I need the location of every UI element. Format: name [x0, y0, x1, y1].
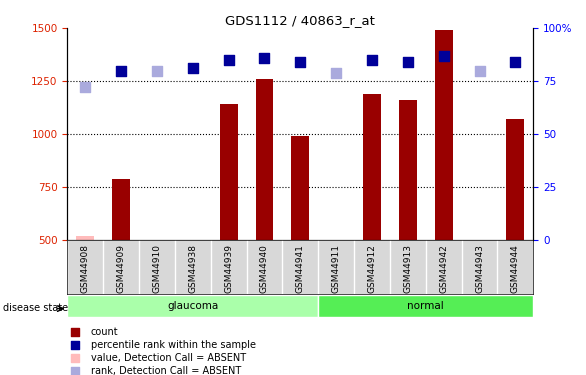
Text: GSM44939: GSM44939 — [224, 244, 233, 293]
Point — [188, 65, 197, 71]
Bar — [506, 119, 524, 240]
Text: disease state: disease state — [3, 303, 68, 313]
Bar — [255, 79, 274, 240]
Bar — [318, 295, 533, 317]
Text: glaucoma: glaucoma — [167, 301, 219, 311]
Point — [260, 55, 269, 61]
Text: percentile rank within the sample: percentile rank within the sample — [91, 340, 255, 350]
Point — [70, 329, 80, 335]
Text: GSM44941: GSM44941 — [296, 244, 305, 293]
Text: rank, Detection Call = ABSENT: rank, Detection Call = ABSENT — [91, 366, 241, 375]
Point — [475, 68, 484, 74]
Point — [81, 84, 90, 90]
Point — [70, 355, 80, 361]
Bar — [363, 94, 381, 240]
Text: GSM44940: GSM44940 — [260, 244, 269, 293]
Text: count: count — [91, 327, 118, 337]
Point — [296, 59, 305, 65]
Text: GSM44911: GSM44911 — [332, 244, 340, 293]
Point — [332, 70, 341, 76]
Point — [117, 68, 126, 74]
Bar — [435, 30, 452, 240]
Point — [403, 59, 413, 65]
Point — [70, 342, 80, 348]
Bar — [67, 295, 318, 317]
Text: normal: normal — [407, 301, 444, 311]
Text: GSM44944: GSM44944 — [511, 244, 520, 293]
Text: GSM44943: GSM44943 — [475, 244, 484, 293]
Text: GSM44913: GSM44913 — [403, 244, 413, 293]
Point — [439, 53, 448, 58]
Bar — [76, 236, 94, 240]
Point — [367, 57, 377, 63]
Point — [70, 368, 80, 374]
Text: GSM44912: GSM44912 — [367, 244, 376, 293]
Text: GSM44938: GSM44938 — [188, 244, 197, 293]
Bar — [399, 100, 417, 240]
Title: GDS1112 / 40863_r_at: GDS1112 / 40863_r_at — [226, 14, 375, 27]
Text: GSM44909: GSM44909 — [117, 244, 125, 293]
Bar — [112, 178, 130, 240]
Point — [152, 68, 162, 74]
Text: GSM44942: GSM44942 — [439, 244, 448, 293]
Text: GSM44910: GSM44910 — [152, 244, 162, 293]
Point — [510, 59, 520, 65]
Bar — [220, 104, 237, 240]
Bar — [291, 136, 309, 240]
Point — [224, 57, 233, 63]
Text: GSM44908: GSM44908 — [81, 244, 90, 293]
Text: value, Detection Call = ABSENT: value, Detection Call = ABSENT — [91, 353, 246, 363]
